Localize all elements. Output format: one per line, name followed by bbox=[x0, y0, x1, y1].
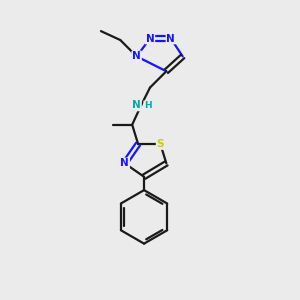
Text: H: H bbox=[144, 101, 152, 110]
Text: N: N bbox=[132, 51, 141, 62]
Text: N: N bbox=[132, 100, 141, 110]
Text: N: N bbox=[146, 34, 154, 44]
Text: N: N bbox=[120, 158, 129, 168]
Text: S: S bbox=[157, 139, 164, 149]
Text: N: N bbox=[167, 34, 175, 44]
